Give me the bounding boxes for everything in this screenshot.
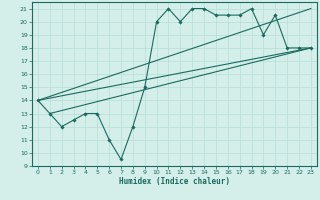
X-axis label: Humidex (Indice chaleur): Humidex (Indice chaleur) (119, 177, 230, 186)
